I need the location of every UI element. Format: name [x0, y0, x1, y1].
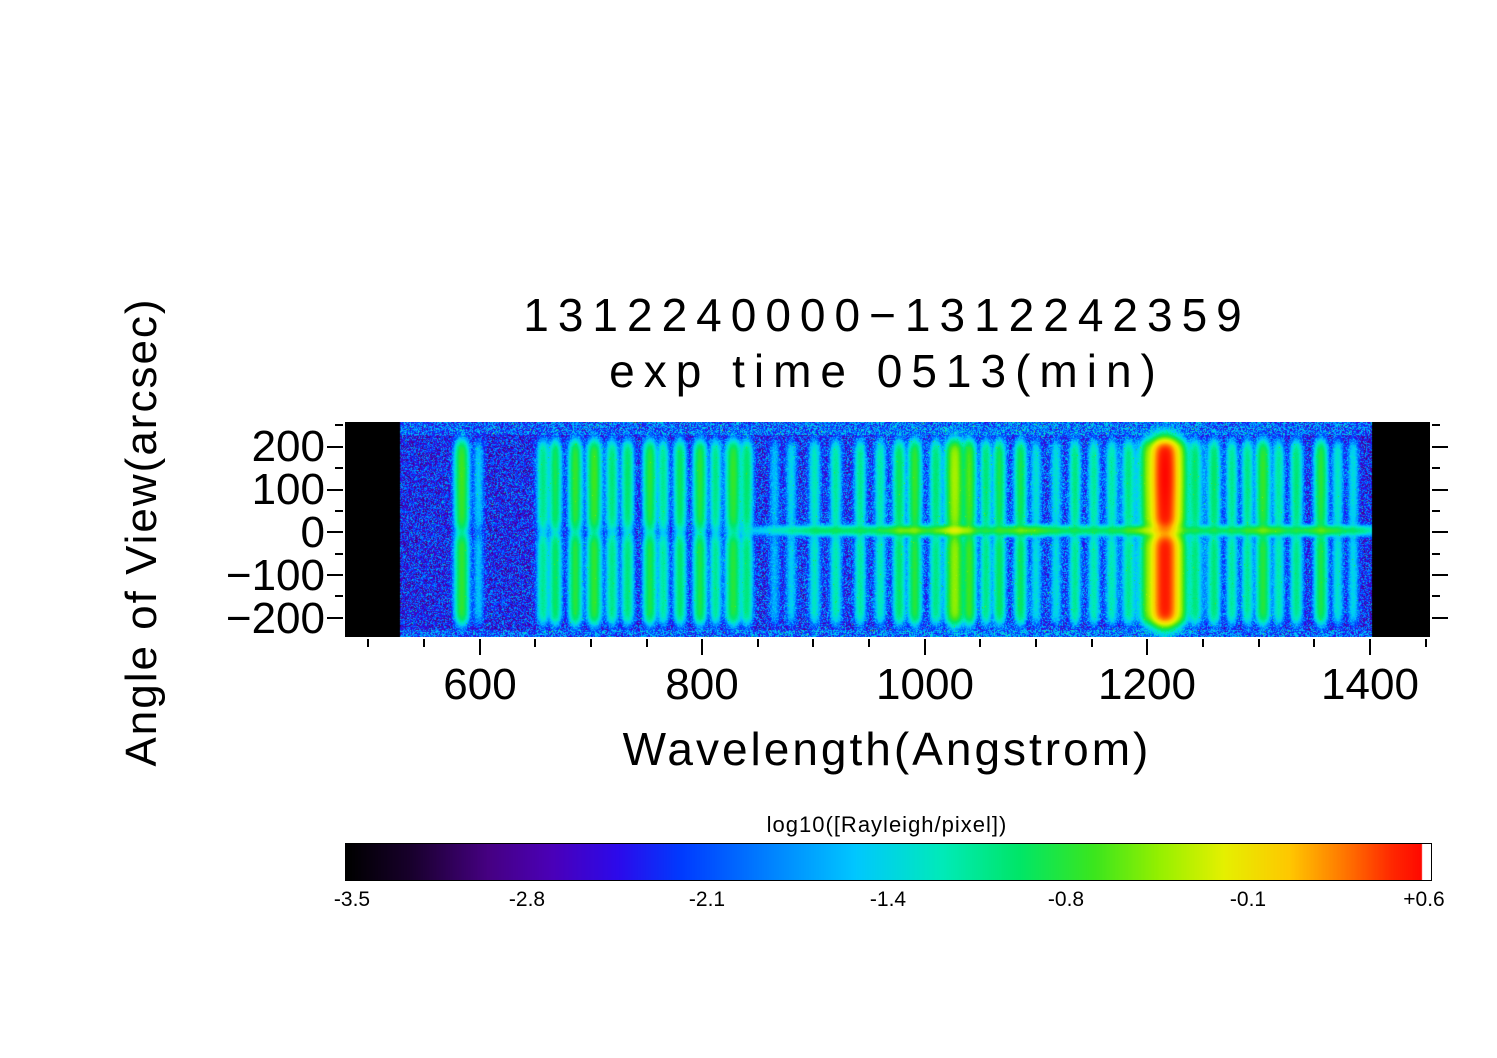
x-axis-major-tick [1368, 639, 1371, 655]
y-axis-right-major-tick [1432, 531, 1448, 534]
y-axis-left-minor-tick [335, 595, 343, 598]
x-axis-minor-tick [367, 639, 370, 647]
plot-title-line1: 1312240000−1312242359 [523, 289, 1251, 341]
y-axis-right-major-tick [1432, 488, 1448, 491]
x-tick-label-1000: 1000 [876, 660, 974, 709]
colorbar-tick-label-4: -0.8 [1047, 888, 1085, 911]
x-tick-label-600: 600 [443, 660, 517, 709]
x-axis-minor-tick [1201, 639, 1204, 647]
colorbar-tick-label-3: -1.4 [869, 888, 907, 911]
colorbar-tick-label-0: -3.5 [333, 888, 371, 911]
x-axis-minor-tick [979, 639, 982, 647]
y-axis-right-major-tick [1432, 574, 1448, 577]
colorbar-label: log10([Rayleigh/pixel]) [766, 812, 1008, 837]
y-tick-label-200: 200 [251, 422, 325, 471]
y-axis-right-minor-tick [1432, 595, 1440, 598]
x-axis-minor-tick [1257, 639, 1260, 647]
x-axis-minor-tick [589, 639, 592, 647]
y-axis-left-major-tick [327, 445, 343, 448]
x-axis-minor-tick [756, 639, 759, 647]
y-axis-left-minor-tick [335, 424, 343, 427]
colorbar-canvas [345, 843, 1432, 881]
colorbar-tick-label-5: -0.1 [1229, 888, 1267, 911]
x-axis-major-tick [923, 639, 926, 655]
x-tick-label-1400: 1400 [1321, 660, 1419, 709]
y-axis-right-minor-tick [1432, 467, 1440, 470]
spectrogram-canvas [345, 422, 1430, 637]
x-axis-minor-tick [1424, 639, 1427, 647]
y-axis-left-minor-tick [335, 509, 343, 512]
y-axis-right-minor-tick [1432, 424, 1440, 427]
colorbar-tick-label-6: +0.6 [1403, 888, 1445, 911]
y-axis-right-minor-tick [1432, 552, 1440, 555]
y-axis-left-minor-tick [335, 467, 343, 470]
x-axis-minor-tick [868, 639, 871, 647]
y-axis-right-major-tick [1432, 616, 1448, 619]
y-axis-right-minor-tick [1432, 509, 1440, 512]
y-axis-left-major-tick [327, 616, 343, 619]
x-axis-label: Wavelength(Angstrom) [622, 723, 1152, 775]
x-axis-major-tick [478, 639, 481, 655]
x-axis-minor-tick [1090, 639, 1093, 647]
colorbar-tick-label-2: -2.1 [688, 888, 726, 911]
x-axis-major-tick [701, 639, 704, 655]
y-axis-right-major-tick [1432, 445, 1448, 448]
y-axis-left-major-tick [327, 488, 343, 491]
x-axis-minor-tick [645, 639, 648, 647]
x-axis-minor-tick [1035, 639, 1038, 647]
x-tick-label-1200: 1200 [1098, 660, 1196, 709]
x-tick-label-800: 800 [665, 660, 739, 709]
colorbar-tick-label-1: -2.8 [508, 888, 546, 911]
x-axis-minor-tick [812, 639, 815, 647]
y-axis-left-major-tick [327, 531, 343, 534]
y-axis-left-minor-tick [335, 552, 343, 555]
x-axis-minor-tick [1313, 639, 1316, 647]
y-axis-left-major-tick [327, 574, 343, 577]
y-tick-label-0: 0 [300, 508, 325, 557]
y-tick-label-neg100: −100 [225, 551, 325, 600]
y-tick-label-neg200: −200 [225, 594, 325, 643]
plot-title-line2: exp time 0513(min) [609, 345, 1165, 397]
y-tick-label-100: 100 [251, 465, 325, 514]
x-axis-minor-tick [423, 639, 425, 647]
x-axis-major-tick [1146, 639, 1149, 655]
x-axis-minor-tick [534, 639, 537, 647]
